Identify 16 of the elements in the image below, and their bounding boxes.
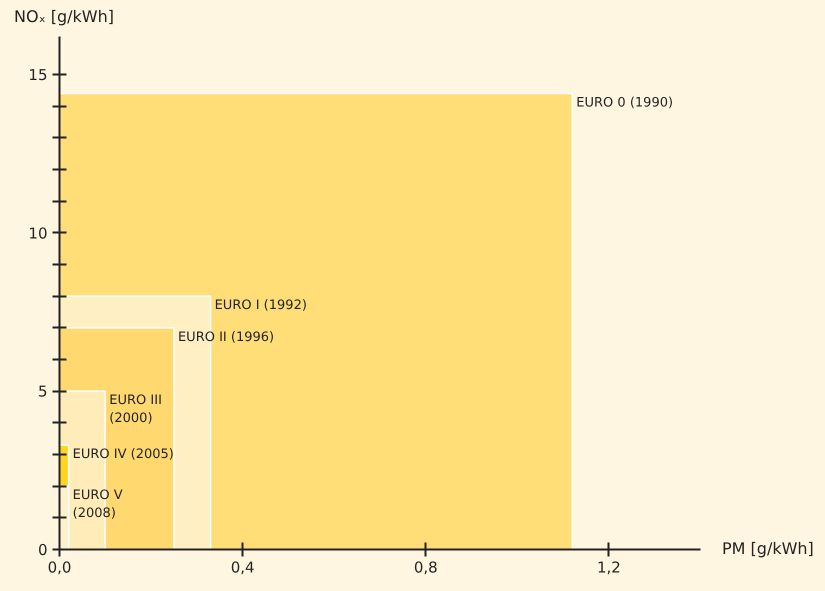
y-tick-label: 15 [28, 66, 48, 84]
series-label: EURO 0 (1990) [576, 96, 674, 110]
x-tick-label: 0,8 [414, 558, 438, 576]
series-label: EURO I (1992) [214, 298, 307, 314]
x-tick-label: 1,2 [597, 558, 621, 576]
series-label: EURO V (2008) [72, 488, 123, 522]
x-tick-label: 0,4 [230, 558, 255, 576]
series-label: EURO II (1996) [178, 330, 274, 345]
series-label: EURO IV (2005) [72, 447, 174, 462]
y-tick-label: 0 [38, 541, 48, 559]
y-tick-label: 10 [28, 224, 48, 242]
x-axis-title: PM [g/kWh] [722, 538, 814, 560]
y-axis-title: NOₓ [g/kWh] [14, 6, 114, 28]
series-label: EURO III (2000) [109, 393, 162, 426]
x-tick-label: 0,0 [48, 558, 72, 576]
y-tick-label: 5 [38, 382, 48, 401]
